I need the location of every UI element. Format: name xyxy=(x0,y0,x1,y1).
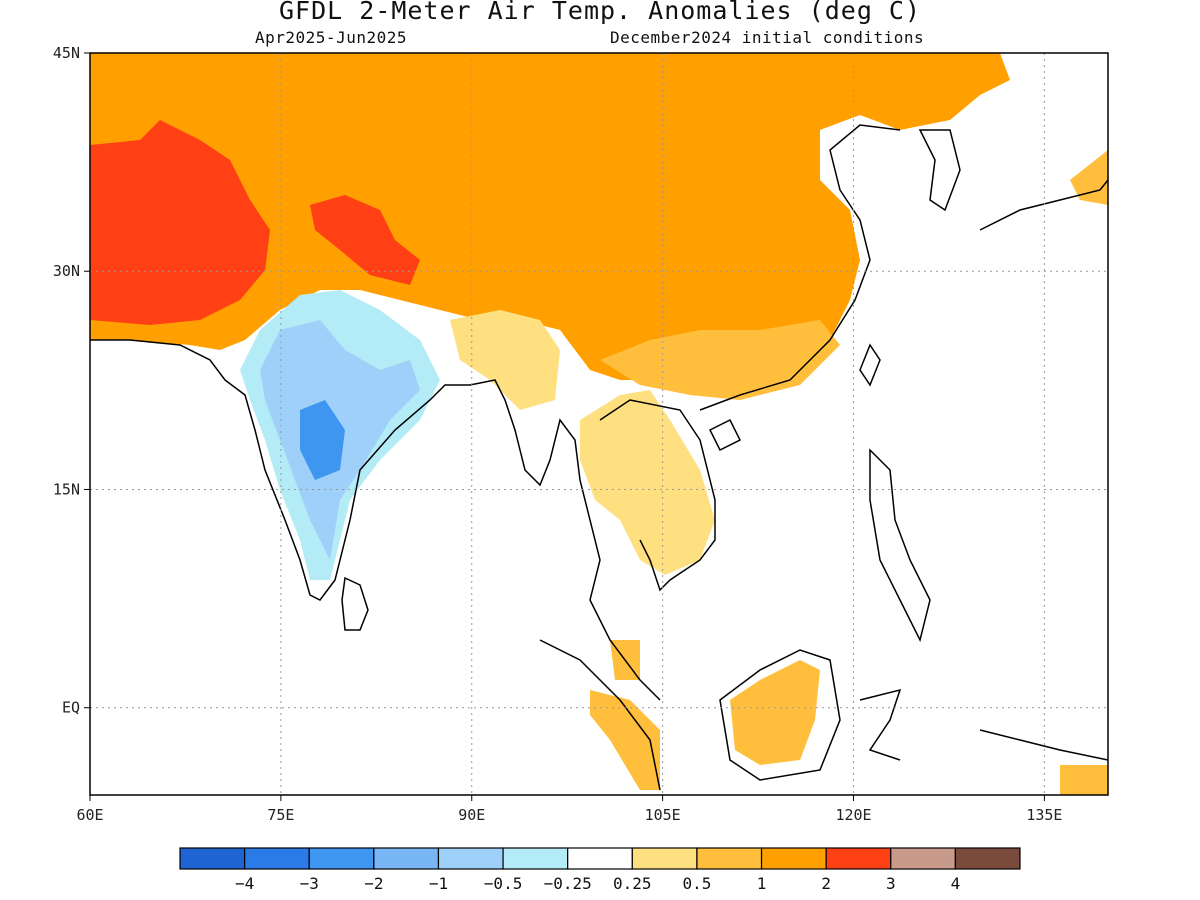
lat-tick-label: 30N xyxy=(53,262,80,280)
lat-tick-label: 15N xyxy=(53,480,80,498)
coastline-japan xyxy=(979,179,1108,231)
gridlines xyxy=(90,53,1108,795)
colorbar-label: −1 xyxy=(429,874,448,893)
coastline-china xyxy=(699,124,901,411)
lon-tick-label: 135E xyxy=(1026,806,1062,824)
colorbar-label: −3 xyxy=(300,874,319,893)
coolest-region-india xyxy=(300,400,345,480)
warm-region-north xyxy=(90,53,1010,400)
colorbar-label: 3 xyxy=(886,874,896,893)
colorbar-swatch xyxy=(825,847,892,870)
initial-conditions: December2024 initial conditions xyxy=(610,28,925,47)
coastline-philippines xyxy=(869,448,931,643)
lat-tick-label: EQ xyxy=(62,699,80,717)
colorbar-label: 2 xyxy=(821,874,831,893)
strong-warm-west xyxy=(90,120,270,325)
lat-axis: 45N 30N 15N EQ xyxy=(53,44,90,717)
colorbar-swatch xyxy=(373,847,440,870)
moderate-warm-south-china xyxy=(600,320,840,400)
colorbar-label: 1 xyxy=(757,874,767,893)
colorbar-label: 4 xyxy=(951,874,961,893)
anomaly-field xyxy=(90,53,1108,795)
warm-patch-borneo xyxy=(730,660,820,765)
lon-tick-label: 75E xyxy=(267,806,294,824)
warm-region-japan xyxy=(1070,150,1108,205)
lat-tick-label: 45N xyxy=(53,44,80,62)
coastlines xyxy=(90,124,1108,791)
coastline-sulawesi xyxy=(859,688,902,761)
warm-patch-newguinea xyxy=(1060,765,1108,795)
coastline-hainan xyxy=(708,418,742,452)
coastline-borneo xyxy=(719,649,841,781)
colorbar-swatch xyxy=(502,847,569,870)
colorbar-label: 0.25 xyxy=(613,874,652,893)
coastline-newguinea xyxy=(979,729,1108,761)
colorbar-label: −0.5 xyxy=(484,874,523,893)
colorbar-swatch xyxy=(631,847,698,870)
colorbar-swatch xyxy=(437,847,504,870)
slight-warm-indochina xyxy=(580,390,715,575)
map-frame xyxy=(89,52,1109,796)
colorbar: −4 −3 −2 −1 −0.5 −0.25 0.25 0.5 1 2 3 4 xyxy=(179,847,1021,893)
strong-warm-himalaya xyxy=(310,195,420,285)
map-title: GFDL 2-Meter Air Temp. Anomalies (deg C) xyxy=(278,0,922,25)
coastline-indochina xyxy=(599,399,716,592)
slight-warm-bangladesh xyxy=(450,310,560,410)
colorbar-swatch xyxy=(696,847,763,870)
colorbar-swatch xyxy=(954,847,1021,870)
coastline-india xyxy=(90,339,661,701)
colorbar-label: −0.25 xyxy=(544,874,592,893)
colorbar-swatch xyxy=(567,847,633,870)
warm-patch-sumatra xyxy=(590,690,660,790)
forecast-period: Apr2025-Jun2025 xyxy=(255,28,407,47)
lon-axis: 60E 75E 90E 105E 120E 135E xyxy=(76,795,1062,824)
colorbar-swatch xyxy=(244,847,310,870)
colorbar-swatch xyxy=(308,847,375,870)
coastline-taiwan xyxy=(859,343,881,387)
lon-tick-label: 90E xyxy=(458,806,485,824)
colorbar-label: −4 xyxy=(235,874,254,893)
lon-tick-label: 120E xyxy=(835,806,871,824)
lon-tick-label: 105E xyxy=(645,806,681,824)
colorbar-swatch xyxy=(179,847,246,870)
coastline-srilanka xyxy=(341,576,369,631)
colorbar-label: 0.5 xyxy=(682,874,711,893)
colorbar-swatch xyxy=(890,847,956,870)
colorbar-swatch xyxy=(760,847,827,870)
lon-tick-label: 60E xyxy=(76,806,103,824)
colorbar-label: −2 xyxy=(364,874,383,893)
coastline-korea xyxy=(918,129,961,212)
coastline-sumatra xyxy=(539,639,661,791)
